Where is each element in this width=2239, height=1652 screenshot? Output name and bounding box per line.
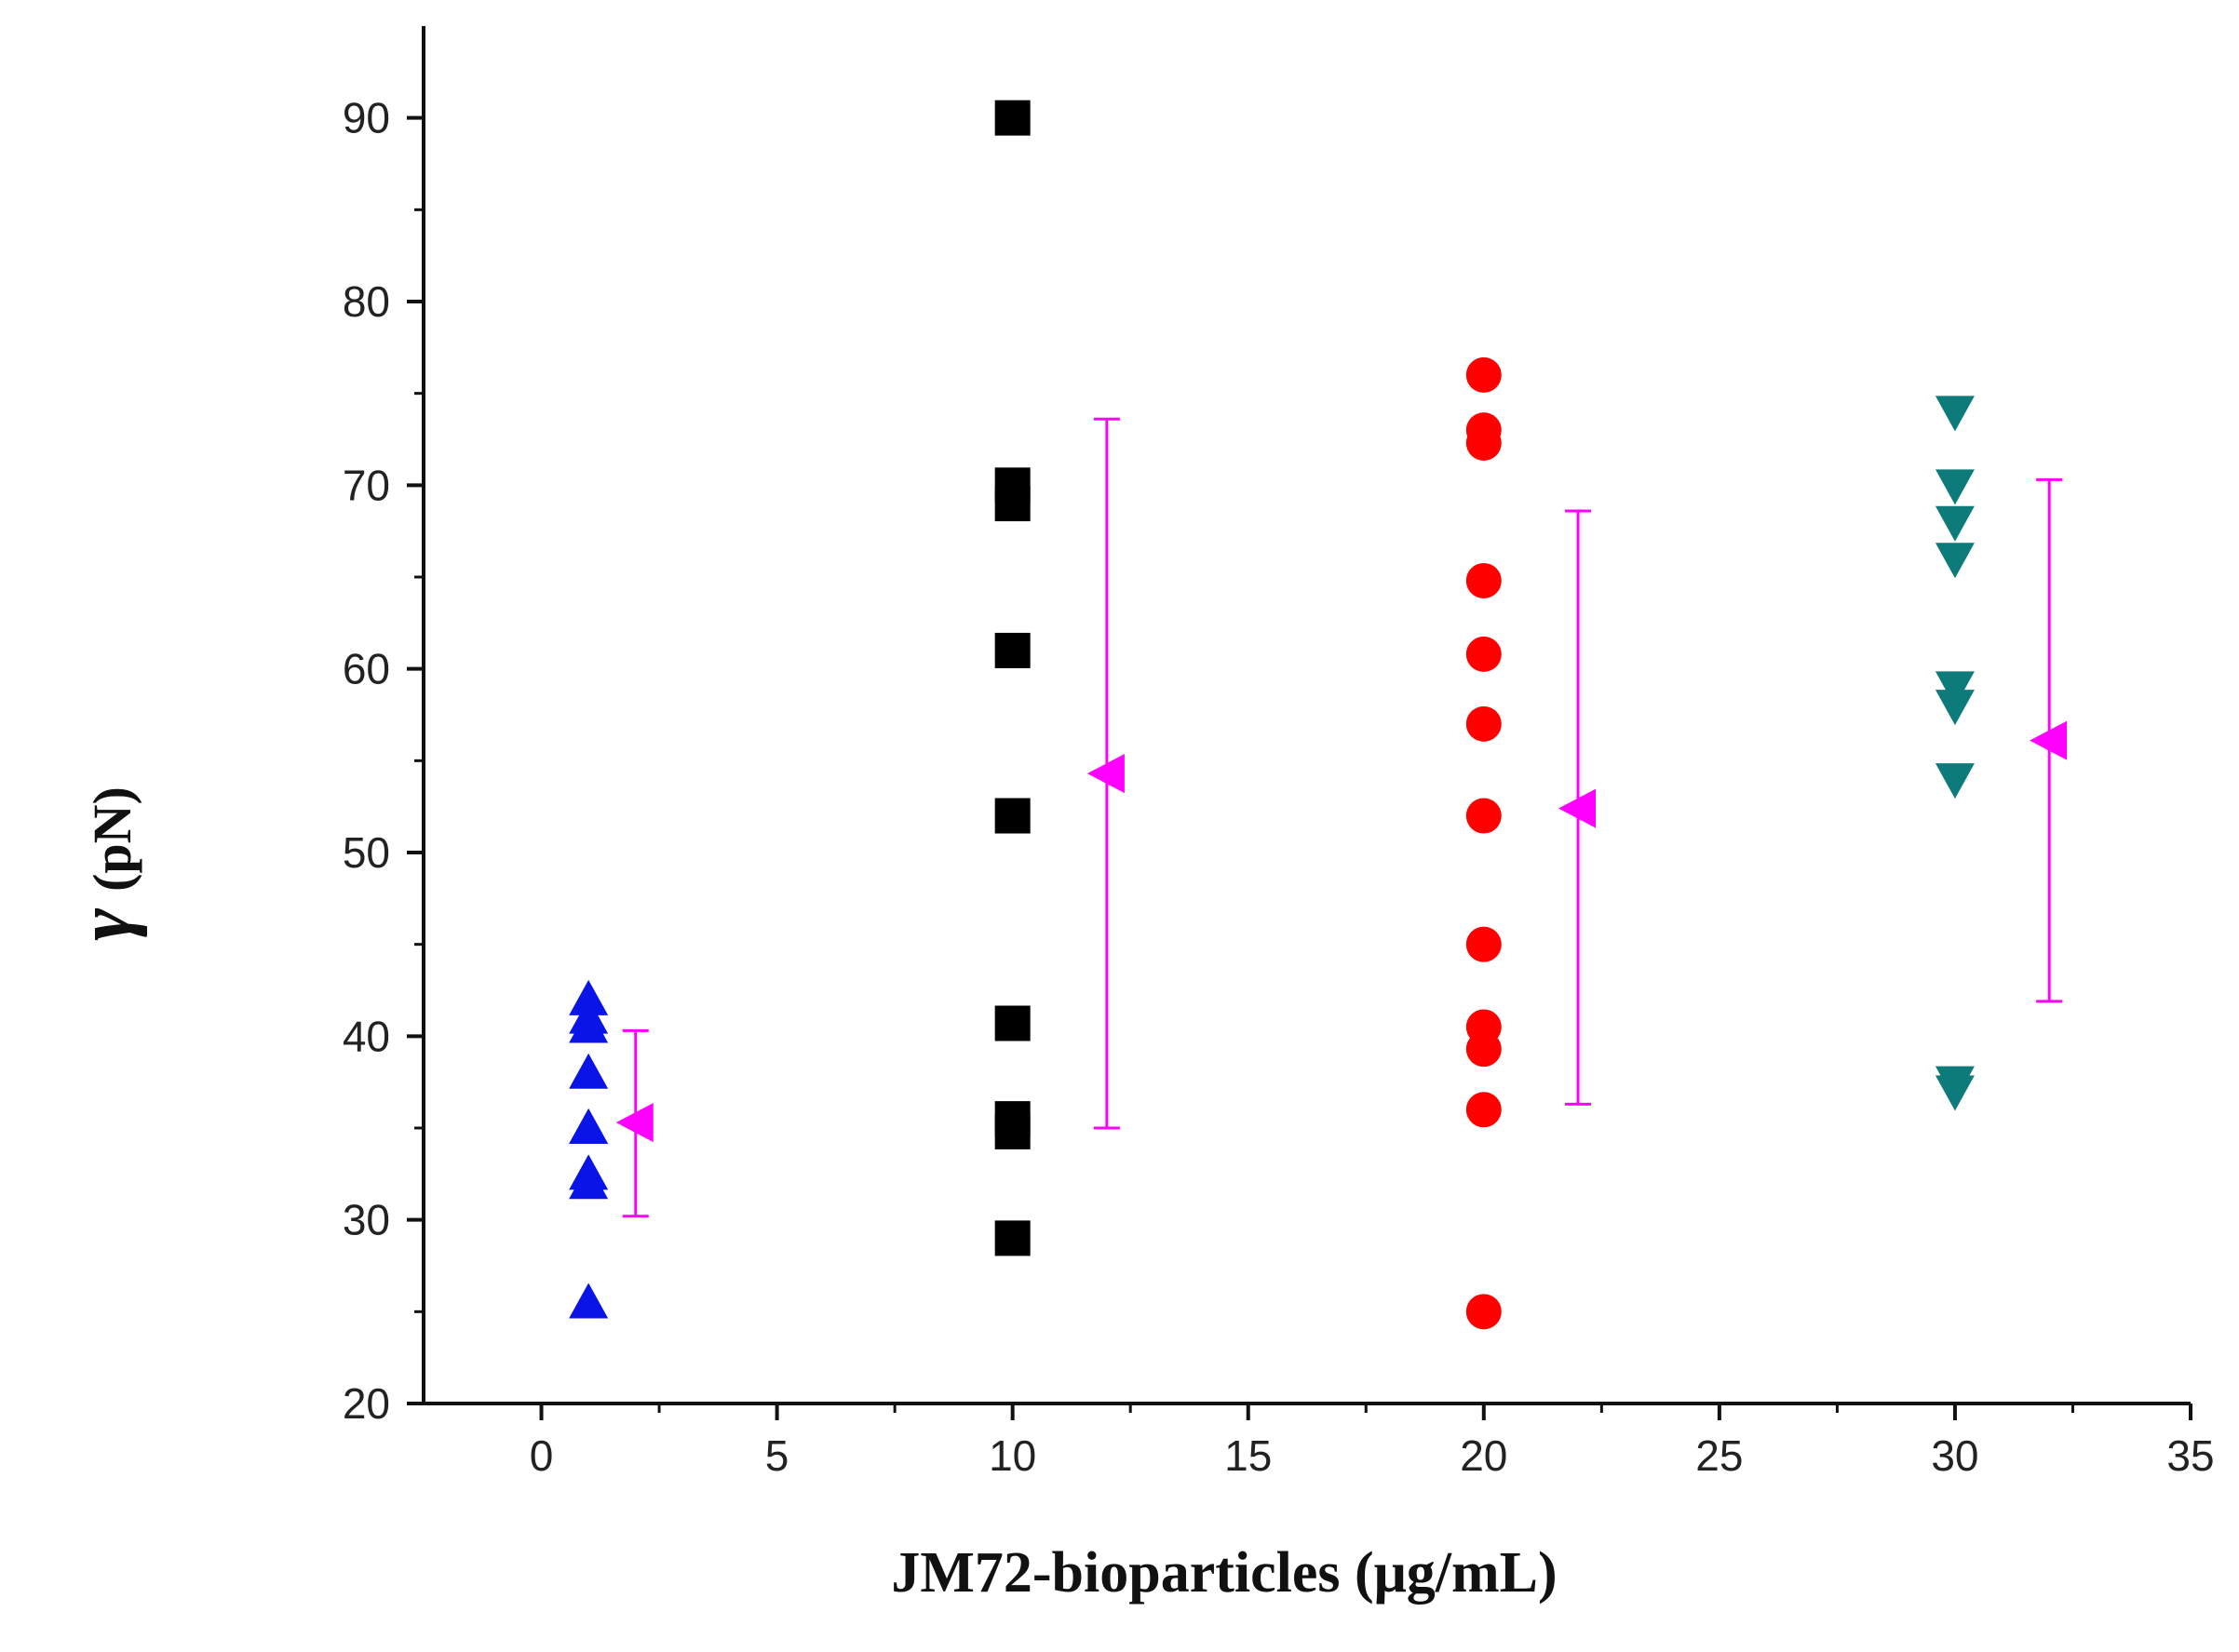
data-point-series-3 xyxy=(1935,396,1975,432)
y-tick-label: 70 xyxy=(343,461,390,509)
data-point-series-1 xyxy=(994,1113,1031,1149)
data-point-series-2 xyxy=(1465,562,1502,598)
y-tick-label: 50 xyxy=(343,828,390,877)
data-point-series-3 xyxy=(1935,469,1975,505)
data-point-series-1 xyxy=(994,1220,1031,1256)
ticks: 0 5 10 15 20 25 30 35 20 30 40 50 60 70 80 90 xyxy=(343,94,2215,1480)
data-point-series-1 xyxy=(994,632,1031,668)
y-axis-unit: (pN) xyxy=(82,786,142,892)
data-point-series-2 xyxy=(1465,705,1502,742)
data-point-series-0 xyxy=(569,1163,609,1200)
data-point-series-1 xyxy=(994,486,1031,522)
data-point-series-2 xyxy=(1465,424,1502,461)
y-axis-title: γ (pN) xyxy=(61,786,148,941)
data-point-series-3 xyxy=(1935,671,1975,707)
data-point-series-2 xyxy=(1465,636,1502,672)
x-tick-label: 20 xyxy=(1460,1431,1507,1480)
data-point-series-0 xyxy=(569,1007,609,1043)
data-point-series-2 xyxy=(1465,1294,1502,1330)
data-point-series-1 xyxy=(994,1005,1031,1041)
data-point-series-3 xyxy=(1935,543,1975,579)
data-point-series-2 xyxy=(1465,798,1502,834)
data-point-series-3 xyxy=(1935,1075,1975,1111)
x-tick-label: 5 xyxy=(765,1431,789,1480)
svg-text:γ (pN): γ (pN) xyxy=(61,786,148,941)
data-point-series-0 xyxy=(569,1283,609,1319)
data-point-series-0 xyxy=(569,1053,609,1089)
x-tick-label: 35 xyxy=(2166,1431,2214,1480)
y-tick-label: 40 xyxy=(343,1012,390,1060)
data-marks xyxy=(569,100,2068,1330)
data-point-series-2 xyxy=(1465,1092,1502,1128)
data-point-series-2 xyxy=(1465,1031,1502,1068)
y-axis-symbol: γ xyxy=(61,908,148,941)
y-tick-label: 80 xyxy=(343,277,390,326)
data-point-series-4 xyxy=(2030,720,2068,760)
y-tick-label: 60 xyxy=(343,645,390,693)
data-point-series-3 xyxy=(1935,505,1975,542)
data-point-series-1 xyxy=(994,798,1031,834)
y-tick-label: 30 xyxy=(343,1196,390,1244)
y-tick-label: 20 xyxy=(343,1379,390,1428)
data-point-series-3 xyxy=(1935,690,1975,726)
data-point-series-0 xyxy=(569,1108,609,1144)
y-tick-label: 90 xyxy=(343,94,390,142)
x-tick-label: 10 xyxy=(989,1431,1036,1480)
data-point-series-4 xyxy=(1558,788,1597,828)
axes xyxy=(422,26,2191,1405)
data-point-series-2 xyxy=(1465,356,1502,393)
data-point-series-3 xyxy=(1935,763,1975,799)
data-point-series-4 xyxy=(615,1103,654,1143)
data-point-series-2 xyxy=(1465,926,1502,962)
data-point-series-4 xyxy=(1086,754,1125,794)
data-point-series-1 xyxy=(994,100,1031,136)
x-tick-label: 0 xyxy=(530,1431,554,1480)
x-tick-label: 15 xyxy=(1224,1431,1272,1480)
data-point-series-0 xyxy=(569,979,609,1015)
x-tick-label: 30 xyxy=(1931,1431,1978,1480)
x-tick-label: 25 xyxy=(1695,1431,1743,1480)
x-axis-title: JM72-bioparticles (μg/mL) xyxy=(891,1541,1557,1605)
